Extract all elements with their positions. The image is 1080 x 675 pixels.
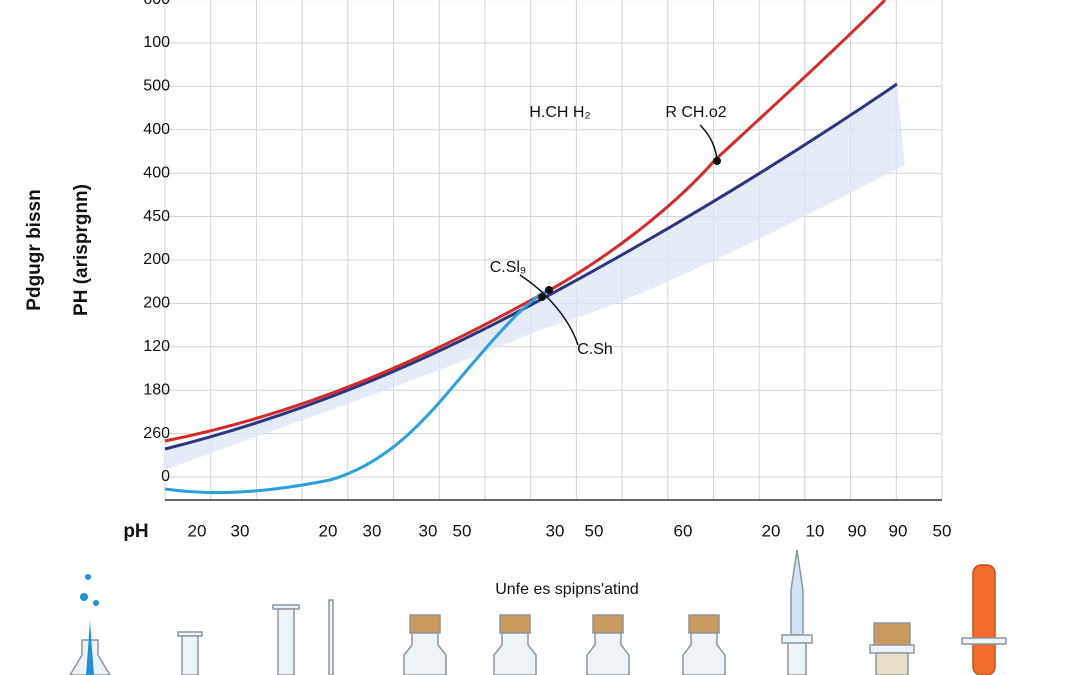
light-blue-curve: [164, 288, 549, 495]
x-axis-title: pH: [123, 521, 148, 542]
x-tick-label: 20: [762, 521, 781, 540]
y-tick-label: 260: [143, 425, 170, 442]
x-tick-label: 30: [363, 521, 382, 540]
y-tick-label: 200: [143, 251, 170, 268]
y-tick-label: 400: [143, 164, 170, 181]
y-tick-label: 100: [143, 34, 170, 51]
point: [545, 286, 553, 294]
x-tick-label: 30: [546, 521, 565, 540]
x-tick-label: 10: [806, 521, 825, 540]
y-tick-label: 0: [161, 468, 170, 485]
red-curve: [164, 0, 887, 443]
shaded-band: [165, 84, 905, 470]
y-tick-label: 500: [143, 78, 170, 95]
x-tick-label: 90: [848, 521, 867, 540]
x-tick-label: 20: [319, 521, 338, 540]
x-tick-label: 30: [231, 521, 250, 540]
y-axis-title: Pdgugr bissn: [24, 189, 45, 310]
x-tick-label: 50: [585, 521, 604, 540]
glassware: [69, 549, 1007, 675]
annotation: R CH.o2: [665, 104, 726, 121]
x-tick-label: 50: [453, 521, 472, 540]
x-tick-label: 30: [419, 521, 438, 540]
y-tick-label: 120: [143, 338, 170, 355]
x-tick-label: 60: [674, 521, 693, 540]
caption: Unfe es spipns'atind: [495, 581, 639, 598]
y-tick-label: 200: [143, 295, 170, 312]
y-tick-label: 600: [143, 0, 170, 8]
pointer: [519, 274, 579, 346]
y-tick-label: 450: [143, 208, 170, 225]
pointer: [699, 124, 718, 161]
y-tick-label: 400: [143, 121, 170, 138]
x-tick-label: 20: [188, 521, 207, 540]
y-tick-label: 180: [143, 381, 170, 398]
annotation: H.CH H₂: [529, 104, 590, 121]
x-tick-label: 50: [933, 521, 952, 540]
annotation: C.Sh: [577, 341, 613, 358]
y-axis-title: PH (arisprgnn): [71, 184, 92, 316]
point: [713, 157, 721, 165]
annotation: C.Sl₉: [490, 259, 527, 276]
x-tick-label: 90: [889, 521, 908, 540]
